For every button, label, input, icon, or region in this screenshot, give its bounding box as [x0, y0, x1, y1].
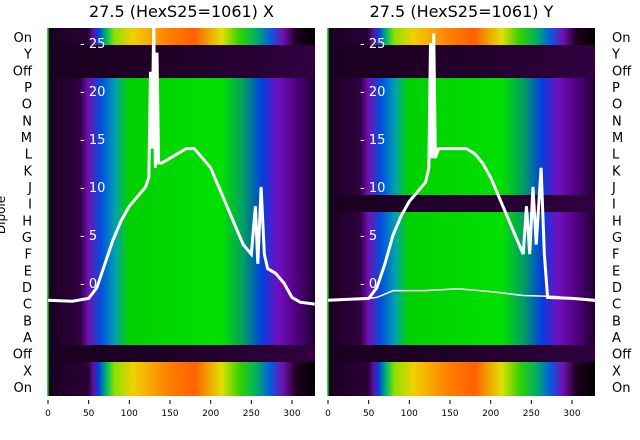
- row-label: I: [612, 198, 616, 213]
- y-tick-label: - 10: [360, 181, 385, 196]
- x-tick-label: 300: [283, 409, 300, 419]
- band-dark-row: [328, 195, 595, 212]
- row-label: P: [24, 81, 32, 96]
- x-tick-label: 200: [202, 409, 219, 419]
- row-label: K: [23, 164, 32, 179]
- y-tick-label: - 15: [80, 133, 105, 148]
- curve-secondary: [327, 288, 595, 302]
- curve-main: [47, 18, 315, 306]
- row-label: Y: [23, 48, 32, 63]
- row-label: D: [22, 281, 32, 296]
- x-tick-label: 0: [325, 409, 331, 419]
- row-label: F: [25, 248, 32, 263]
- x-tick-label: 100: [121, 409, 138, 419]
- row-label: On: [612, 31, 630, 46]
- x-tick-label: 300: [563, 409, 580, 419]
- y-tick-label: - 5: [360, 229, 377, 244]
- y-tick-label: - 20: [360, 85, 385, 100]
- row-label: H: [22, 214, 32, 229]
- row-label: H: [612, 214, 622, 229]
- x-tick-label: 50: [363, 409, 375, 419]
- row-label: C: [612, 298, 621, 313]
- row-label: A: [23, 331, 32, 346]
- panel-right: 27.5 (HexS25=1061) Y - 0 - 5 - 10 - 15 - 20 - …: [325, 2, 632, 419]
- row-label: F: [612, 248, 619, 263]
- row-label: Y: [611, 48, 620, 63]
- row-label: O: [22, 98, 32, 113]
- row-label: L: [612, 148, 620, 163]
- band-off-top: [328, 45, 595, 78]
- panel-left: 27.5 (HexS25=1061) X - 0 - 5 - 10 - 15 - 20 - …: [13, 2, 315, 419]
- curve-main: [327, 33, 595, 302]
- x-tick-label: 50: [83, 409, 95, 419]
- row-label: On: [612, 381, 630, 396]
- band-on-bottom: [48, 362, 315, 396]
- y-tick-label: - 10: [80, 181, 105, 196]
- row-label: X: [612, 364, 621, 379]
- row-label: P: [612, 81, 620, 96]
- row-label: M: [21, 131, 32, 146]
- band-on-bottom: [328, 362, 595, 396]
- row-label: K: [612, 164, 621, 179]
- y-tick-label: - 0: [80, 277, 97, 292]
- y-tick-label: - 25: [360, 37, 385, 52]
- band-off-top: [48, 45, 315, 78]
- row-label: M: [612, 131, 623, 146]
- row-label: Off: [13, 348, 33, 363]
- row-label: B: [23, 314, 32, 329]
- row-label: Off: [612, 348, 632, 363]
- x-tick-label: 250: [523, 409, 540, 419]
- y-tick-label: - 25: [80, 37, 105, 52]
- x-tick-label: 250: [243, 409, 260, 419]
- panel-title: 27.5 (HexS25=1061) X: [89, 2, 274, 21]
- row-label: X: [23, 364, 32, 379]
- row-label: N: [22, 114, 32, 129]
- row-label: D: [612, 281, 622, 296]
- row-label: I: [28, 198, 32, 213]
- row-label: B: [612, 314, 621, 329]
- row-label: O: [612, 98, 622, 113]
- row-label: C: [23, 298, 32, 313]
- row-label: J: [611, 181, 616, 196]
- y-tick-label: - 0: [360, 277, 377, 292]
- x-tick-label: 150: [441, 409, 458, 419]
- row-label: On: [14, 381, 32, 396]
- band-on-top: [328, 28, 595, 45]
- y-tick-label: - 15: [360, 133, 385, 148]
- x-tick-label: 150: [161, 409, 178, 419]
- y-tick-label: - 20: [80, 85, 105, 100]
- row-label: N: [612, 114, 622, 129]
- row-label: E: [24, 264, 32, 279]
- x-tick-label: 100: [401, 409, 418, 419]
- row-label: L: [25, 148, 33, 163]
- row-label: G: [612, 231, 622, 246]
- row-label: E: [612, 264, 620, 279]
- row-label: On: [14, 31, 32, 46]
- x-tick-label: 200: [482, 409, 499, 419]
- band-on-top: [48, 28, 315, 45]
- y-tick-label: - 5: [80, 229, 97, 244]
- y-axis-label: Dipole: [0, 196, 8, 234]
- row-label: A: [612, 331, 621, 346]
- panel-title: 27.5 (HexS25=1061) Y: [370, 2, 554, 21]
- band-dipoles: [48, 78, 315, 345]
- row-label: J: [27, 181, 32, 196]
- band-off-bottom: [48, 345, 315, 362]
- row-label: G: [22, 231, 32, 246]
- x-tick-label: 0: [45, 409, 51, 419]
- band-off-bottom: [328, 345, 595, 362]
- row-label: Off: [612, 64, 632, 79]
- row-label: Off: [13, 64, 33, 79]
